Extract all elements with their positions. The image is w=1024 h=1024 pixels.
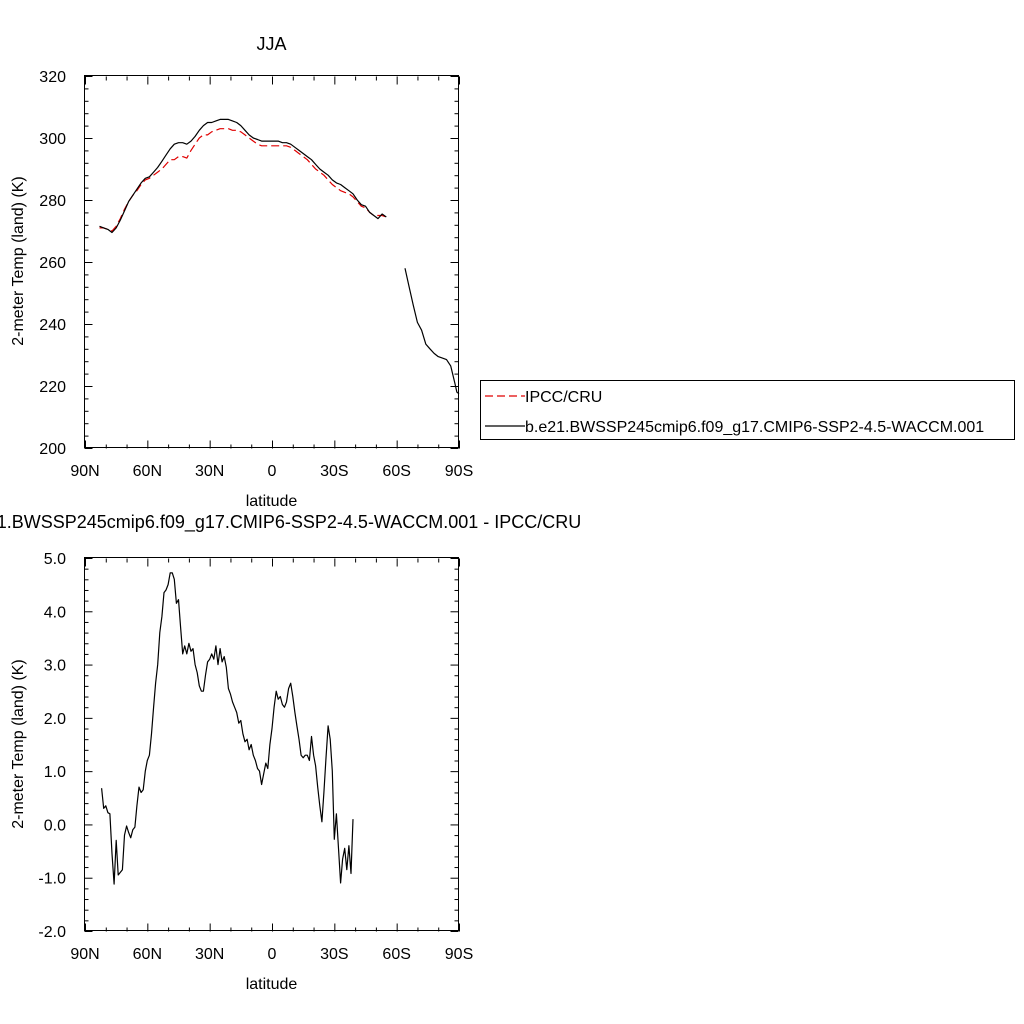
top-axis-ticks: 90N 60N 30N 0 30S 60S 90S 200 220 240 260 280 300 320 <box>39 69 473 480</box>
bottom-x-tick-label: 60N <box>133 946 162 963</box>
bottom-y-axis-label: 2-meter Temp (land) (K) <box>10 659 27 829</box>
top-x-tick-label: 90N <box>70 463 99 480</box>
top-x-tick-label: 60N <box>133 463 162 480</box>
legend-label-ipcc-cru: IPCC/CRU <box>525 389 602 406</box>
bottom-chart-title: b.e21.BWSSP245cmip6.f09_g17.CMIP6-SSP2-4… <box>0 512 581 533</box>
legend-box <box>480 380 1015 440</box>
top-series-1-line-segment-1 <box>404 268 460 395</box>
top-x-tick-label: 30N <box>195 463 224 480</box>
bottom-x-axis-label: latitude <box>246 976 298 993</box>
legend: IPCC/CRU b.e21.BWSSP245cmip6.f09_g17.CMI… <box>480 380 1015 440</box>
bottom-plot-marks <box>101 572 354 885</box>
top-y-tick-label: 260 <box>39 255 66 272</box>
top-y-tick-label: 280 <box>39 193 66 210</box>
bottom-y-tick-label: 2.0 <box>44 711 66 728</box>
bottom-y-tick-label: -1.0 <box>38 871 66 888</box>
bottom-y-tick-label: 5.0 <box>44 551 66 568</box>
bottom-plot-frame <box>84 557 459 931</box>
top-y-tick-label: 220 <box>39 379 66 396</box>
bottom-y-tick-label: 3.0 <box>44 658 66 675</box>
legend-label-waccm: b.e21.BWSSP245cmip6.f09_g17.CMIP6-SSP2-4… <box>525 419 984 436</box>
top-y-tick-label: 300 <box>39 131 66 148</box>
top-chart-title: JJA <box>256 34 286 54</box>
top-plot-marks <box>99 118 460 395</box>
bottom-y-tick-label: 0.0 <box>44 817 66 834</box>
top-panel: JJA 90N 60N 30N 0 30S 60S 90S 200 220 240 260 280 30… <box>10 34 473 510</box>
top-plot-frame <box>84 75 459 448</box>
bottom-x-tick-label: 30N <box>195 946 224 963</box>
top-y-tick-label: 320 <box>39 69 66 86</box>
bottom-x-tick-label: 90N <box>70 946 99 963</box>
bottom-axis-ticks: 90N 60N 30N 0 30S 60S 90S -2.0 -1.0 0.0 1.0 2.0 3.0 4… <box>38 551 473 963</box>
top-y-axis-label: 2-meter Temp (land) (K) <box>10 176 27 346</box>
top-x-tick-label: 90S <box>445 463 473 480</box>
top-series-0-line <box>99 128 387 232</box>
bottom-y-tick-label: -2.0 <box>38 924 66 941</box>
top-y-tick-label: 240 <box>39 317 66 334</box>
bottom-x-tick-label: 90S <box>445 946 473 963</box>
bottom-x-tick-label: 0 <box>268 946 277 963</box>
bottom-x-tick-label: 30S <box>320 946 348 963</box>
bottom-x-tick-label: 60S <box>382 946 410 963</box>
top-x-axis-label: latitude <box>246 493 298 510</box>
top-x-tick-label: 60S <box>382 463 410 480</box>
top-x-tick-label: 30S <box>320 463 348 480</box>
bottom-y-tick-label: 1.0 <box>44 764 66 781</box>
top-x-tick-label: 0 <box>268 463 277 480</box>
top-series-1-line-segment-0 <box>99 118 387 234</box>
top-y-tick-label: 200 <box>39 441 66 458</box>
bottom-y-tick-label: 4.0 <box>44 604 66 621</box>
bottom-series-0-line <box>101 572 354 885</box>
bottom-panel: b.e21.BWSSP245cmip6.f09_g17.CMIP6-SSP2-4… <box>0 512 581 993</box>
